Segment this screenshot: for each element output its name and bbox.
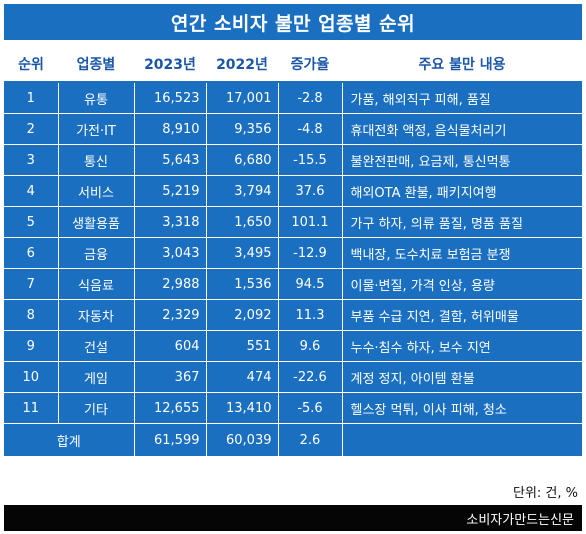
sector-cell: 서비스 (58, 175, 135, 207)
rank-cell: 9 (4, 330, 59, 362)
rank-cell: 2 (4, 113, 59, 145)
table-row: 6 금융 3,043 3,495 -12.9 백내장, 도수치료 보험금 분쟁 (4, 237, 582, 269)
header-2023: 2023년 (134, 47, 206, 83)
content-cell: 백내장, 도수치료 보험금 분쟁 (342, 237, 582, 269)
unit-note: 단위: 건, % (512, 486, 578, 501)
sector-cell: 식음료 (58, 268, 135, 300)
rate-cell: 94.5 (278, 268, 343, 300)
value-2023-cell: 3,043 (134, 237, 207, 269)
sector-cell: 자동차 (58, 299, 135, 331)
sector-cell: 게임 (58, 361, 135, 393)
value-2023-cell: 367 (134, 361, 207, 393)
value-2023-cell: 16,523 (134, 82, 207, 114)
value-2022-cell: 1,536 (206, 268, 279, 300)
header-content: 주요 불만 내용 (342, 47, 582, 83)
rate-cell: 11.3 (278, 299, 343, 331)
value-2023-cell: 2,329 (134, 299, 207, 331)
content-cell: 해외OTA 환불, 패키지여행 (342, 175, 582, 207)
total-rate-cell: 2.6 (278, 423, 343, 457)
rank-cell: 11 (4, 392, 59, 424)
table-row: 7 식음료 2,988 1,536 94.5 이물·변질, 가격 인상, 용량 (4, 268, 582, 300)
rate-cell: -22.6 (278, 361, 343, 393)
sector-cell: 금융 (58, 237, 135, 269)
header-rank: 순위 (4, 47, 58, 83)
table-title: 연간 소비자 불만 업종별 순위 (4, 4, 582, 40)
rank-cell: 8 (4, 299, 59, 331)
source-footer: 소비자가만드는신문 (4, 505, 582, 531)
value-2023-cell: 604 (134, 330, 207, 362)
rate-cell: -5.6 (278, 392, 343, 424)
header-row: 순위 업종별 2023년 2022년 증가율 주요 불만 내용 (4, 47, 582, 83)
value-2022-cell: 1,650 (206, 206, 279, 238)
rate-cell: -15.5 (278, 144, 343, 176)
rank-cell: 6 (4, 237, 59, 269)
sector-cell: 통신 (58, 144, 135, 176)
value-2023-cell: 12,655 (134, 392, 207, 424)
value-2023-cell: 5,219 (134, 175, 207, 207)
rank-cell: 7 (4, 268, 59, 300)
rate-cell: -2.8 (278, 82, 343, 114)
value-2022-cell: 3,495 (206, 237, 279, 269)
header-sector: 업종별 (58, 47, 134, 83)
content-cell: 가품, 해외직구 피해, 품질 (342, 82, 582, 114)
value-2022-cell: 551 (206, 330, 279, 362)
table-row: 1 유통 16,523 17,001 -2.8 가품, 해외직구 피해, 품질 (4, 82, 582, 114)
content-cell: 헬스장 먹튀, 이사 피해, 청소 (342, 392, 582, 424)
value-2023-cell: 3,318 (134, 206, 207, 238)
rank-cell: 3 (4, 144, 59, 176)
total-content-cell (342, 423, 582, 457)
value-2022-cell: 13,410 (206, 392, 279, 424)
table-row: 11 기타 12,655 13,410 -5.6 헬스장 먹튀, 이사 피해, … (4, 392, 582, 424)
rate-cell: 101.1 (278, 206, 343, 238)
content-cell: 불완전판매, 요금제, 통신먹통 (342, 144, 582, 176)
rate-cell: 9.6 (278, 330, 343, 362)
sector-cell: 건설 (58, 330, 135, 362)
complaint-ranking-table: 순위 업종별 2023년 2022년 증가율 주요 불만 내용 1 유통 16,… (4, 47, 582, 457)
table-row: 2 가전·IT 8,910 9,356 -4.8 휴대전화 액정, 음식물처리기 (4, 113, 582, 145)
rate-cell: 37.6 (278, 175, 343, 207)
total-row: 합계 61,599 60,039 2.6 (4, 423, 582, 457)
table-row: 9 건설 604 551 9.6 누수·침수 하자, 보수 지연 (4, 330, 582, 362)
content-cell: 부품 수급 지연, 결함, 허위매물 (342, 299, 582, 331)
rank-cell: 1 (4, 82, 59, 114)
content-cell: 누수·침수 하자, 보수 지연 (342, 330, 582, 362)
value-2022-cell: 2,092 (206, 299, 279, 331)
rank-cell: 10 (4, 361, 59, 393)
content-cell: 이물·변질, 가격 인상, 용량 (342, 268, 582, 300)
sector-cell: 가전·IT (58, 113, 135, 145)
header-2022: 2022년 (206, 47, 278, 83)
value-2022-cell: 6,680 (206, 144, 279, 176)
rank-cell: 5 (4, 206, 59, 238)
source-label: 소비자가만드는신문 (466, 512, 574, 528)
table-row: 5 생활용품 3,318 1,650 101.1 가구 하자, 의류 품질, 명… (4, 206, 582, 238)
table-row: 3 통신 5,643 6,680 -15.5 불완전판매, 요금제, 통신먹통 (4, 144, 582, 176)
total-2022-cell: 60,039 (206, 423, 279, 457)
total-2023-cell: 61,599 (134, 423, 207, 457)
header-rate: 증가율 (278, 47, 342, 83)
value-2022-cell: 17,001 (206, 82, 279, 114)
table-row: 8 자동차 2,329 2,092 11.3 부품 수급 지연, 결함, 허위매… (4, 299, 582, 331)
total-label: 합계 (4, 423, 135, 457)
sector-cell: 기타 (58, 392, 135, 424)
sector-cell: 생활용품 (58, 206, 135, 238)
table-row: 10 게임 367 474 -22.6 계정 정지, 아이템 환불 (4, 361, 582, 393)
sector-cell: 유통 (58, 82, 135, 114)
content-cell: 가구 하자, 의류 품질, 명품 품질 (342, 206, 582, 238)
content-cell: 계정 정지, 아이템 환불 (342, 361, 582, 393)
value-2023-cell: 5,643 (134, 144, 207, 176)
value-2023-cell: 8,910 (134, 113, 207, 145)
value-2022-cell: 474 (206, 361, 279, 393)
rank-cell: 4 (4, 175, 59, 207)
value-2022-cell: 3,794 (206, 175, 279, 207)
table-row: 4 서비스 5,219 3,794 37.6 해외OTA 환불, 패키지여행 (4, 175, 582, 207)
value-2022-cell: 9,356 (206, 113, 279, 145)
rate-cell: -4.8 (278, 113, 343, 145)
value-2023-cell: 2,988 (134, 268, 207, 300)
rate-cell: -12.9 (278, 237, 343, 269)
content-cell: 휴대전화 액정, 음식물처리기 (342, 113, 582, 145)
